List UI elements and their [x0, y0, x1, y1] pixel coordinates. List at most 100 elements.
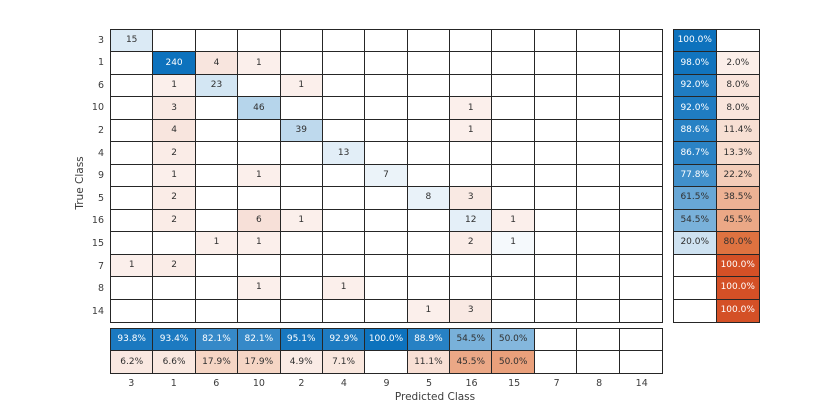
matrix-cell — [619, 97, 662, 120]
y-tick-label: 1 — [97, 57, 104, 69]
matrix-cell — [577, 299, 620, 322]
matrix-cell — [365, 30, 408, 53]
matrix-cell — [534, 232, 578, 255]
matrix-cell — [619, 232, 662, 255]
x-tick-label: 5 — [426, 378, 433, 389]
matrix-cell — [619, 30, 662, 53]
row-summary-cell: 2.0% — [716, 52, 759, 75]
matrix-cell — [577, 209, 620, 233]
column-summary-cell — [534, 329, 578, 351]
column-summary-cell: 54.5% — [450, 329, 493, 351]
matrix-cell — [492, 187, 535, 210]
matrix-cell — [365, 299, 408, 322]
matrix-cell — [407, 74, 451, 98]
row-summary-cell: 20.0% — [674, 232, 717, 255]
matrix-cell — [492, 142, 535, 165]
matrix-cell — [322, 74, 366, 98]
matrix-cell — [450, 74, 493, 98]
row-summary-cell — [716, 30, 759, 53]
y-tick-label: 15 — [91, 238, 104, 250]
matrix-cell — [111, 209, 154, 233]
matrix-cell — [365, 277, 408, 300]
matrix-cell: 3 — [450, 187, 493, 210]
matrix-cell — [111, 187, 154, 210]
matrix-cell — [195, 142, 239, 165]
matrix-cell — [238, 142, 281, 165]
matrix-cell — [534, 187, 578, 210]
matrix-cell — [280, 187, 323, 210]
row-summary-cell: 100.0% — [716, 299, 759, 322]
matrix-cell — [407, 52, 451, 75]
matrix-cell — [450, 254, 493, 278]
x-tick-label: 1 — [170, 378, 177, 389]
x-tick-label: 6 — [213, 378, 220, 389]
matrix-cell — [450, 164, 493, 188]
matrix-cell — [534, 209, 578, 233]
matrix-cell — [111, 277, 154, 300]
matrix-cell — [280, 232, 323, 255]
matrix-cell: 1 — [238, 164, 281, 188]
matrix-cell — [407, 209, 451, 233]
row-summary-cell — [674, 299, 717, 322]
matrix-cell — [322, 30, 366, 53]
row-summary-cell: 13.3% — [716, 142, 759, 165]
matrix-cell — [365, 97, 408, 120]
row-summary-cell: 86.7% — [674, 142, 717, 165]
y-tick-label: 9 — [97, 170, 104, 182]
matrix-cell — [365, 187, 408, 210]
y-tick-label: 3 — [97, 34, 104, 46]
column-summary-cell: 82.1% — [238, 329, 281, 351]
column-summary-cell: 4.9% — [280, 351, 323, 373]
matrix-cell — [365, 52, 408, 75]
x-tick-label: 10 — [252, 378, 265, 389]
matrix-cell — [534, 277, 578, 300]
matrix-cell — [407, 30, 451, 53]
column-summary-cell: 93.8% — [111, 329, 154, 351]
matrix-cell — [619, 52, 662, 75]
matrix-cell: 23 — [195, 74, 239, 98]
matrix-cell — [322, 299, 366, 322]
matrix-cell: 46 — [238, 97, 281, 120]
matrix-cell — [111, 232, 154, 255]
row-summary-cell: 92.0% — [674, 74, 717, 98]
row-summary-cell: 11.4% — [716, 119, 759, 143]
matrix-cell — [492, 277, 535, 300]
matrix-cell — [322, 164, 366, 188]
matrix-cell — [534, 30, 578, 53]
row-summary-cell — [674, 254, 717, 278]
matrix-cell: 1 — [492, 232, 535, 255]
matrix-cell: 15 — [111, 30, 154, 53]
matrix-cell — [322, 209, 366, 233]
matrix-cell — [322, 254, 366, 278]
column-summary-cell: 7.1% — [322, 351, 366, 373]
matrix-cell — [619, 277, 662, 300]
matrix-cell — [577, 187, 620, 210]
x-tick-label: 3 — [128, 378, 135, 389]
x-tick-label: 7 — [553, 378, 560, 389]
matrix-cell — [407, 232, 451, 255]
matrix-cell: 1 — [280, 74, 323, 98]
matrix-cell — [238, 119, 281, 143]
matrix-cell — [365, 209, 408, 233]
matrix-cell — [577, 52, 620, 75]
matrix-cell — [111, 142, 154, 165]
matrix-cell — [111, 52, 154, 75]
column-summary: 93.8% 93.4% 82.1% 82.1% 95.1% 92.9% 100.0% 88.9… — [110, 328, 663, 374]
matrix-cell — [577, 74, 620, 98]
matrix-cell — [619, 74, 662, 98]
matrix-cell: 1 — [195, 232, 239, 255]
matrix-cell — [577, 30, 620, 53]
y-tick-label: 10 — [91, 102, 104, 114]
column-summary-cell: 88.9% — [407, 329, 451, 351]
matrix-cell: 7 — [365, 164, 408, 188]
matrix-cell — [365, 232, 408, 255]
x-tick-label: 16 — [465, 378, 478, 389]
matrix-cell: 8 — [407, 187, 451, 210]
column-summary-cell: 45.5% — [450, 351, 493, 373]
matrix-cell — [322, 187, 366, 210]
matrix-cell — [195, 97, 239, 120]
matrix-cell — [195, 299, 239, 322]
row-summary-cell: 98.0% — [674, 52, 717, 75]
matrix-cell — [407, 277, 451, 300]
matrix-cell — [365, 74, 408, 98]
